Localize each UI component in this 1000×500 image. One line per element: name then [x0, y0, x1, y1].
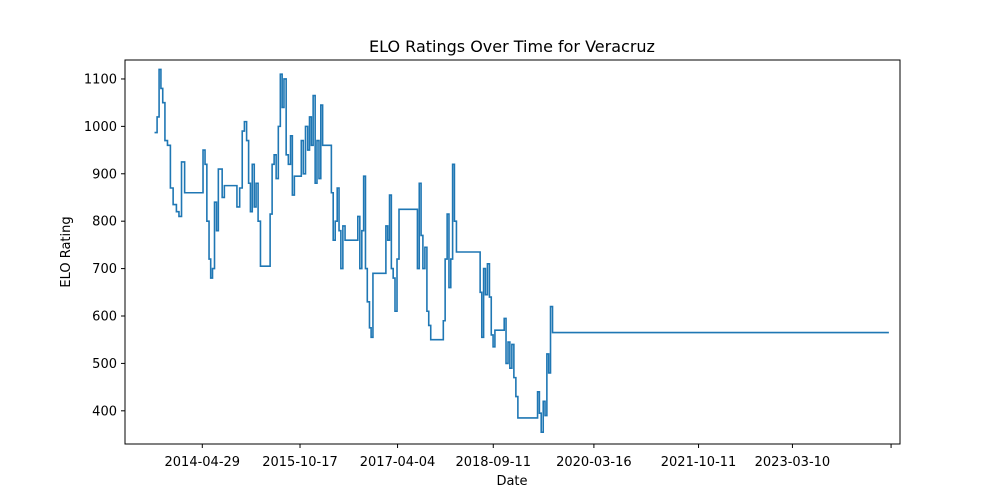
series-layer	[154, 68, 889, 433]
y-tick-label: 400	[92, 404, 117, 419]
y-tick-label: 600	[92, 310, 117, 325]
y-axis-label: ELO Rating	[59, 216, 74, 287]
y-tick-label: 700	[92, 262, 117, 277]
chart-title: ELO Ratings Over Time for Veracruz	[369, 37, 655, 56]
elo-series-line	[154, 68, 889, 433]
x-axis-label: Date	[496, 474, 527, 489]
y-tick-label: 800	[92, 215, 117, 230]
x-tick-label: 2018-09-11	[455, 455, 531, 470]
x-tick-label: 2017-04-04	[360, 455, 436, 470]
x-axis-ticks: 2014-04-29 2015-10-17 2017-04-04 2018-09-11…	[165, 444, 892, 470]
x-tick-label: 2020-03-16	[556, 455, 632, 470]
y-tick-label: 900	[92, 167, 117, 182]
y-tick-label: 500	[92, 357, 117, 372]
x-tick-label: 2021-10-11	[661, 455, 737, 470]
y-axis-ticks: 400 500 600 700 800 900 1000 1100	[84, 72, 125, 419]
x-tick-label: 2014-04-29	[165, 455, 241, 470]
plot-area-frame	[124, 59, 901, 445]
x-tick-label: 2015-10-17	[262, 455, 338, 470]
x-tick-label: 2023-03-10	[755, 455, 831, 470]
y-tick-label: 1100	[84, 72, 117, 87]
y-tick-label: 1000	[84, 120, 117, 135]
